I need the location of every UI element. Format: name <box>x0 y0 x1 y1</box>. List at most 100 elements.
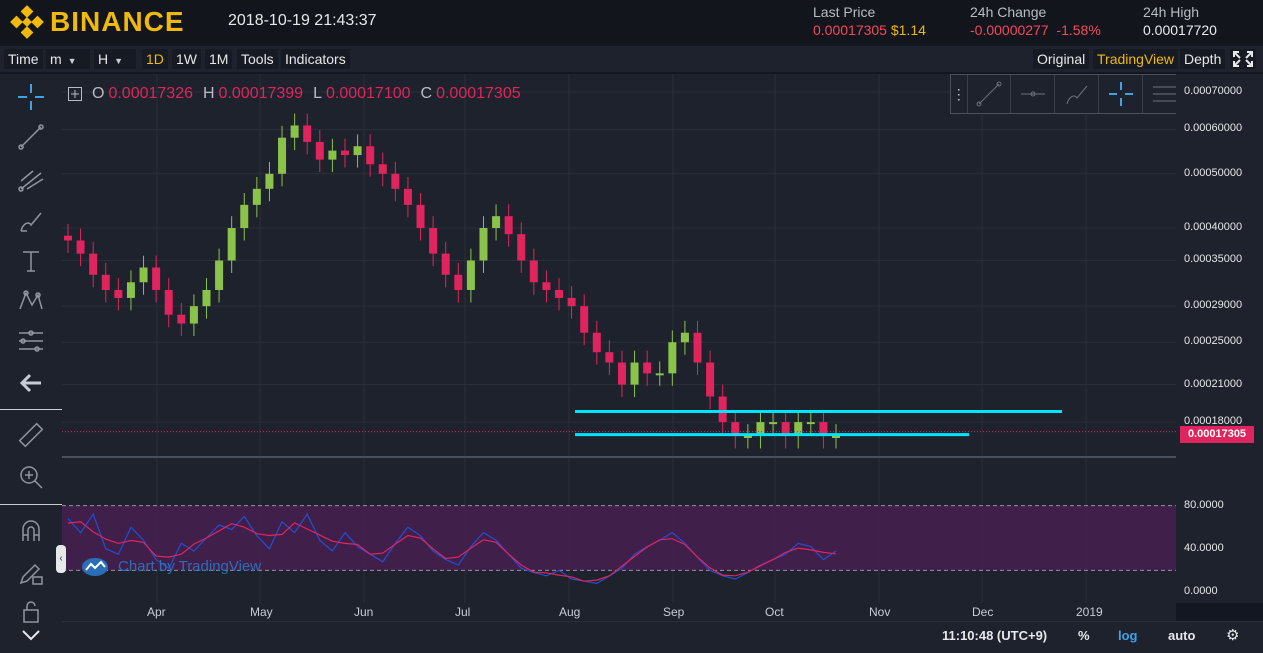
back-tool[interactable] <box>16 368 46 398</box>
lock-drawing-tool[interactable] <box>16 558 46 588</box>
candle-body <box>542 282 551 290</box>
last-price-value: 0.00017305 <box>813 22 887 38</box>
lock-tool[interactable] <box>16 596 46 626</box>
caret-down-icon: ▼ <box>67 56 77 66</box>
horizontal-line-button[interactable] <box>1010 75 1054 113</box>
pencil-lock-icon <box>19 563 43 585</box>
price-axis[interactable] <box>1176 74 1263 603</box>
candle-body <box>806 422 815 425</box>
interval-1d-button[interactable]: 1D <box>142 49 168 69</box>
ruler-icon <box>18 422 44 448</box>
interval-1m-button[interactable]: 1M <box>205 49 233 69</box>
candle-body <box>101 274 110 290</box>
expand-plus-icon[interactable] <box>68 87 82 101</box>
time-tick-label: May <box>250 605 273 619</box>
caret-down-icon: ▼ <box>114 56 124 66</box>
collapse-sidebar-button[interactable] <box>16 620 46 650</box>
text-icon <box>23 251 39 272</box>
time-tick-label: Dec <box>972 605 994 619</box>
depth-view-button[interactable]: Depth <box>1180 49 1226 69</box>
candle-body <box>164 289 173 315</box>
time-button[interactable]: Time <box>4 49 43 69</box>
candle-body <box>555 289 564 298</box>
time-axis[interactable] <box>62 603 1176 621</box>
open-value: 0.00017326 <box>108 85 193 102</box>
zoom-tool[interactable] <box>16 462 46 492</box>
magnet-tool[interactable] <box>16 516 46 546</box>
pitchfork-tool[interactable] <box>16 164 46 194</box>
open-key: O <box>92 85 105 102</box>
candle-body <box>315 141 324 160</box>
close-key: C <box>420 85 433 102</box>
clock-display: 11:10:48 (UTC+9) <box>942 628 1048 643</box>
price-tick-label: 0.00021000 <box>1184 377 1243 390</box>
top-bar: BINANCE 2018-10-19 21:43:37 Last Price 0… <box>0 0 1263 44</box>
candle-body <box>529 260 538 283</box>
hour-select[interactable]: H ▼ <box>94 49 136 69</box>
tradingview-view-button[interactable]: TradingView <box>1093 49 1179 69</box>
brand-name: BINANCE <box>50 6 185 37</box>
price-chart-svg[interactable] <box>62 74 1176 603</box>
ruler-tool[interactable] <box>16 420 46 450</box>
measure-lines-tool[interactable] <box>16 326 46 356</box>
line-tool-button[interactable] <box>966 75 1011 113</box>
minute-select[interactable]: m ▼ <box>46 49 90 69</box>
log-scale-button[interactable]: log <box>1118 628 1138 643</box>
candle-body <box>227 228 236 261</box>
change-stat: 24h Change -0.00000277 -1.58% <box>970 4 1101 38</box>
brush-button[interactable] <box>1054 75 1098 113</box>
drag-handle-icon[interactable]: ⋮ <box>951 85 966 102</box>
close-value: 0.00017305 <box>436 85 521 102</box>
sidebar-divider <box>0 504 62 505</box>
price-tick-label: 0.00070000 <box>1184 85 1243 97</box>
candle-body <box>278 137 287 174</box>
auto-scale-button[interactable]: auto <box>1168 628 1196 643</box>
tools-button[interactable]: Tools <box>237 49 278 69</box>
low-value: 0.00017100 <box>325 85 411 102</box>
tradingview-watermark[interactable]: Chart by TradingView <box>80 555 261 577</box>
trendline-tool[interactable] <box>16 122 46 152</box>
chart-area[interactable] <box>62 74 1176 603</box>
low-key: L <box>313 85 322 102</box>
price-tick-label: 0.00035000 <box>1184 253 1243 266</box>
settings-gear-icon[interactable]: ⚙ <box>1226 627 1240 644</box>
high-stat: 24h High 0.00017720 <box>1143 4 1217 38</box>
candle-body <box>592 332 601 353</box>
chart-toolbar: Time m ▼ H ▼ 1D 1W 1M Tools Indicators Ori… <box>0 46 1263 72</box>
fullscreen-button[interactable] <box>1230 49 1256 69</box>
candle-body <box>403 188 412 205</box>
candle-body <box>429 228 438 254</box>
crosshair-button[interactable] <box>1098 75 1142 113</box>
scroll-left-handle[interactable]: ‹ <box>56 545 66 573</box>
high-value: 0.00017720 <box>1143 22 1217 38</box>
candle-body <box>265 173 274 189</box>
oscillator-k-line <box>67 512 837 585</box>
candle-body <box>580 306 589 333</box>
text-tool[interactable] <box>16 246 46 276</box>
candle-body <box>819 422 828 436</box>
trendline-icon <box>18 124 44 150</box>
parallel-lines-button[interactable] <box>1142 75 1186 113</box>
watermark-text: Chart by TradingView <box>118 557 262 575</box>
candle-body <box>743 436 752 438</box>
oscillator-tick-label: 40.0000 <box>1184 541 1224 554</box>
high-label: 24h High <box>1143 4 1200 20</box>
candle-body <box>378 164 387 174</box>
oscillator-band <box>62 505 1176 571</box>
brush-icon <box>20 212 42 232</box>
chevron-down-icon <box>22 630 40 641</box>
price-tick-label: 0.00029000 <box>1184 299 1243 312</box>
brush-tool[interactable] <box>16 206 46 236</box>
pattern-tool[interactable] <box>16 286 46 316</box>
original-view-button[interactable]: Original <box>1033 49 1090 69</box>
lock-icon <box>23 601 39 623</box>
crosshair-tool[interactable] <box>16 82 46 112</box>
candle-body <box>202 289 211 307</box>
oscillator-d-line <box>67 521 837 582</box>
indicators-button[interactable]: Indicators <box>281 49 350 69</box>
binance-logo[interactable]: BINANCE <box>10 5 185 39</box>
interval-1w-button[interactable]: 1W <box>172 49 201 69</box>
candle-body <box>114 289 123 298</box>
percent-scale-button[interactable]: % <box>1078 628 1090 643</box>
time-tick-label: Jun <box>354 605 374 619</box>
